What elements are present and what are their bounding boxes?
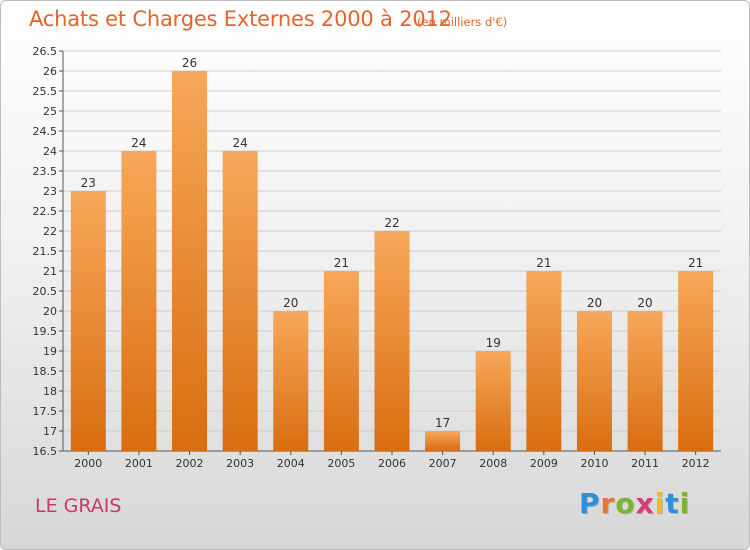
x-tick-label: 2001 [125, 457, 153, 470]
y-tick-label: 16.5 [33, 445, 58, 458]
data-label: 21 [536, 256, 551, 270]
bar [374, 231, 410, 451]
data-label: 23 [81, 176, 96, 190]
data-label: 26 [182, 56, 197, 70]
bar [323, 271, 359, 451]
x-tick-label: 2009 [530, 457, 558, 470]
logo-letter: t [665, 487, 680, 520]
x-tick-label: 2002 [176, 457, 204, 470]
chart-title: Achats et Charges Externes 2000 à 2012 [29, 7, 452, 31]
y-tick-label: 24 [43, 145, 57, 158]
bars [70, 71, 714, 451]
y-tick-label: 22.5 [33, 205, 58, 218]
logo-letter: i [654, 487, 666, 520]
commune-name: LE GRAIS [35, 495, 122, 517]
x-tick-label: 2010 [580, 457, 608, 470]
data-label: 21 [688, 256, 703, 270]
data-label: 20 [587, 296, 602, 310]
logo-letter: x [635, 487, 655, 520]
data-label: 17 [435, 416, 450, 430]
x-tick-label: 2008 [479, 457, 507, 470]
bar [273, 311, 309, 451]
bar [576, 311, 612, 451]
data-label: 24 [131, 136, 146, 150]
data-label: 19 [486, 336, 501, 350]
bar [222, 151, 258, 451]
y-tick-label: 17.5 [33, 405, 58, 418]
y-tick-label: 17 [43, 425, 57, 438]
y-tick-label: 20 [43, 305, 57, 318]
y-tick-label: 23.5 [33, 165, 58, 178]
y-tick-label: 24.5 [33, 125, 58, 138]
data-label: 24 [233, 136, 248, 150]
data-label: 20 [637, 296, 652, 310]
y-tick-label: 19 [43, 345, 57, 358]
y-tick-label: 18.5 [33, 365, 58, 378]
y-tick-label: 21 [43, 265, 57, 278]
y-tick-label: 20.5 [33, 285, 58, 298]
data-label: 21 [334, 256, 349, 270]
bar [172, 71, 208, 451]
logo-letter: r [600, 487, 616, 520]
y-tick-label: 18 [43, 385, 57, 398]
chart-subtitle: (en milliers d'€) [417, 15, 508, 29]
y-tick-label: 26.5 [33, 45, 58, 58]
y-tick-label: 22 [43, 225, 57, 238]
data-label: 20 [283, 296, 298, 310]
logo-letter: i [679, 487, 691, 520]
logo-letter: P [579, 487, 601, 520]
bar [425, 431, 461, 451]
y-tick-label: 23 [43, 185, 57, 198]
x-tick-label: 2004 [277, 457, 305, 470]
y-tick-label: 25 [43, 105, 57, 118]
bar [627, 311, 663, 451]
proxiti-logo[interactable]: Proxiti [579, 487, 690, 520]
y-tick-label: 21.5 [33, 245, 58, 258]
bar [526, 271, 562, 451]
x-tick-label: 2003 [226, 457, 254, 470]
bar [70, 191, 106, 451]
data-label: 22 [384, 216, 399, 230]
x-tick-label: 2000 [74, 457, 102, 470]
bar [121, 151, 157, 451]
y-tick-label: 25.5 [33, 85, 58, 98]
logo-letter: o [615, 487, 636, 520]
y-tick-label: 19.5 [33, 325, 58, 338]
y-tick-label: 26 [43, 65, 57, 78]
x-tick-label: 2012 [682, 457, 710, 470]
bar [678, 271, 714, 451]
x-tick-label: 2011 [631, 457, 659, 470]
bar [475, 351, 511, 451]
x-tick-label: 2005 [327, 457, 355, 470]
x-tick-label: 2006 [378, 457, 406, 470]
x-tick-label: 2007 [429, 457, 457, 470]
data-labels: 23 24 26 24 20 21 22 17 19 21 20 20 21 [81, 56, 704, 430]
